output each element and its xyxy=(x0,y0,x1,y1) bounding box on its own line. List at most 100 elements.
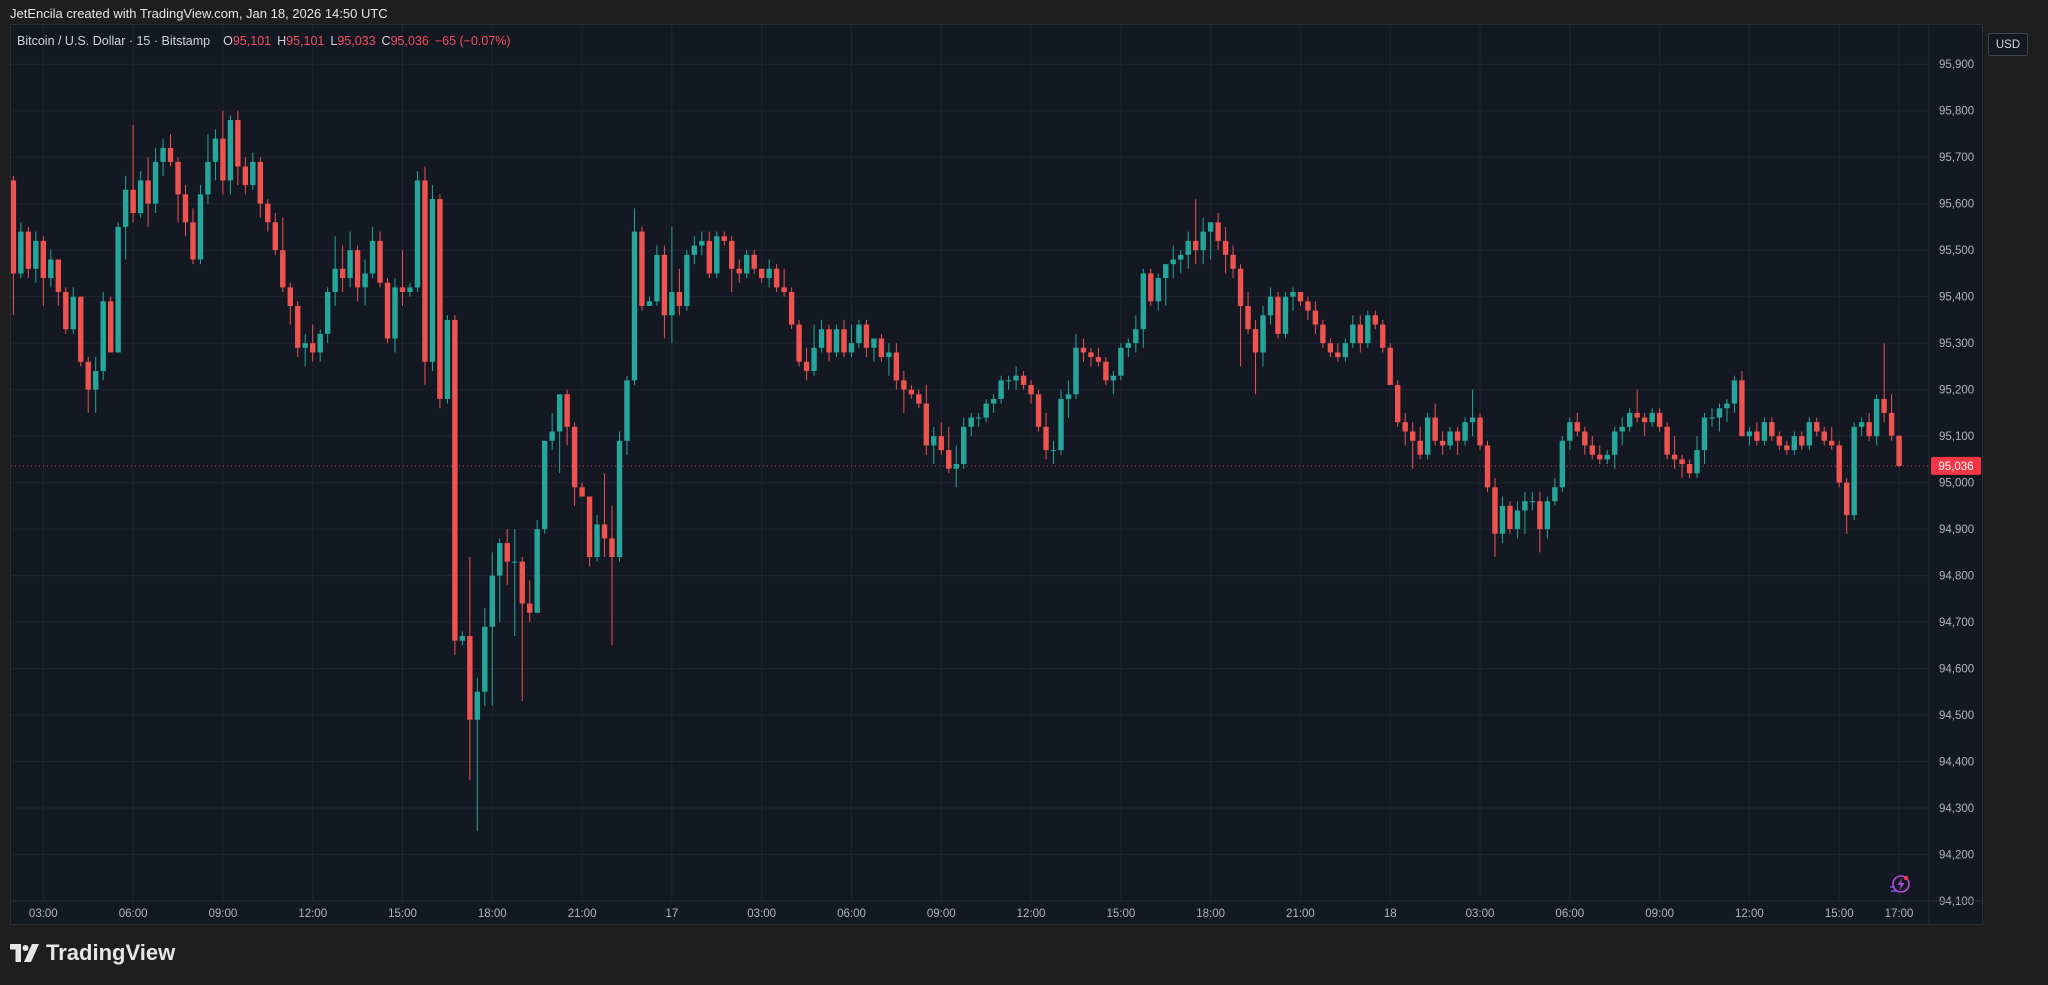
candle-body xyxy=(467,636,473,720)
candle-body xyxy=(931,436,937,446)
low-label: L xyxy=(330,34,338,48)
chart-pane[interactable]: 94,100 94,200 94,300 94,400 94,500 94,600 94,7… xyxy=(10,24,1983,925)
candle-body xyxy=(1679,459,1685,465)
footer-bar xyxy=(0,925,2048,985)
candle-body xyxy=(968,417,974,427)
candle-body xyxy=(676,292,683,306)
candle-body xyxy=(295,305,301,348)
candle-body xyxy=(1881,398,1887,413)
candle-body xyxy=(826,329,832,353)
candle-body xyxy=(1529,501,1536,503)
candle-body xyxy=(1357,324,1363,344)
candle-body xyxy=(729,240,735,269)
candle-body xyxy=(512,561,518,563)
candle-body xyxy=(1320,324,1326,344)
candle-body xyxy=(691,245,698,255)
candle-body xyxy=(833,329,840,353)
candle-body xyxy=(175,161,181,195)
candle-body xyxy=(1260,315,1266,353)
candle-body xyxy=(1080,347,1087,353)
candle-body xyxy=(310,343,316,353)
candle-body xyxy=(601,524,608,539)
candle-body xyxy=(1784,445,1790,451)
symbol-title[interactable]: Bitcoin / U.S. Dollar · 15 · Bitstamp xyxy=(17,34,211,48)
candle-body xyxy=(1649,412,1655,423)
price-tick-label: 94,100 xyxy=(1939,896,1974,908)
candle-body xyxy=(1402,422,1408,432)
candle-body xyxy=(11,180,17,274)
candle-body xyxy=(1050,450,1057,452)
candle-body xyxy=(1671,454,1678,460)
candle-body xyxy=(594,524,600,557)
last-price-badge xyxy=(1931,456,1981,475)
candle-body xyxy=(758,268,765,279)
candle-body xyxy=(1065,394,1072,399)
time-tick-label: 09:00 xyxy=(209,908,238,920)
candle-body xyxy=(1604,454,1610,460)
ohlc-legend: Bitcoin / U.S. Dollar · 15 · Bitstamp O … xyxy=(17,34,511,48)
candle-body xyxy=(1252,329,1259,353)
candle-body xyxy=(93,371,99,390)
time-tick-label: 12:00 xyxy=(1017,908,1046,920)
candle-body xyxy=(609,538,615,557)
candle-body xyxy=(489,575,495,627)
candle-body xyxy=(744,254,750,274)
candle-body xyxy=(1634,412,1640,418)
candle-body xyxy=(1395,385,1401,423)
candle-body xyxy=(1020,375,1027,385)
candle-body xyxy=(452,319,458,641)
candle-body xyxy=(654,254,660,302)
brand-name: TradingView xyxy=(46,940,176,965)
candle-body xyxy=(25,231,32,269)
candle-body xyxy=(1626,412,1633,427)
candle-body xyxy=(1477,417,1483,446)
candle-body xyxy=(1641,417,1648,423)
candle-body xyxy=(1043,426,1049,451)
candle-body xyxy=(863,324,870,348)
candle-body xyxy=(706,240,712,274)
candle-body xyxy=(70,296,76,330)
candle-body xyxy=(55,259,61,293)
currency-button[interactable]: USD xyxy=(1988,33,2028,56)
candle-body xyxy=(220,138,226,181)
candle-body xyxy=(384,282,391,339)
candle-body xyxy=(1207,222,1214,232)
candle-body xyxy=(1185,240,1191,255)
candle-body xyxy=(302,343,308,348)
candle-body xyxy=(923,403,929,446)
candle-body xyxy=(856,324,862,344)
candle-body xyxy=(714,236,720,274)
candle-body xyxy=(586,496,593,557)
candle-body xyxy=(399,287,406,293)
candle-body xyxy=(1267,296,1274,316)
candle-body xyxy=(1447,431,1453,446)
candle-body xyxy=(975,417,982,419)
time-tick-label: 18:00 xyxy=(478,908,507,920)
candle-body xyxy=(1035,394,1042,427)
candle-body xyxy=(1873,398,1880,437)
candle-body xyxy=(1829,440,1835,446)
candlestick-chart[interactable]: 94,100 94,200 94,300 94,400 94,500 94,600 94,7… xyxy=(11,25,1983,925)
candle-body xyxy=(1619,426,1625,432)
candle-body xyxy=(534,529,540,613)
candle-body xyxy=(803,361,810,372)
time-tick-label: 09:00 xyxy=(1645,908,1674,920)
lightning-icon[interactable] xyxy=(1888,872,1914,896)
candle-body xyxy=(1806,422,1812,446)
time-tick-label: 15:00 xyxy=(1106,908,1135,920)
candle-body xyxy=(1746,431,1753,437)
candle-body xyxy=(190,222,196,260)
candle-body xyxy=(48,259,54,279)
candle-body xyxy=(1791,436,1798,451)
candle-body xyxy=(317,333,323,353)
candle-body xyxy=(1327,343,1334,353)
tradingview-logo-icon xyxy=(10,944,39,962)
brand-logo[interactable]: TradingView xyxy=(10,940,175,966)
time-tick-label: 21:00 xyxy=(1286,908,1315,920)
candle-body xyxy=(1350,324,1356,344)
candle-body xyxy=(631,231,638,381)
candle-body xyxy=(100,301,106,372)
time-tick-label: 12:00 xyxy=(1735,908,1764,920)
price-tick-label: 95,900 xyxy=(1939,59,1974,71)
candle-body xyxy=(85,361,91,390)
